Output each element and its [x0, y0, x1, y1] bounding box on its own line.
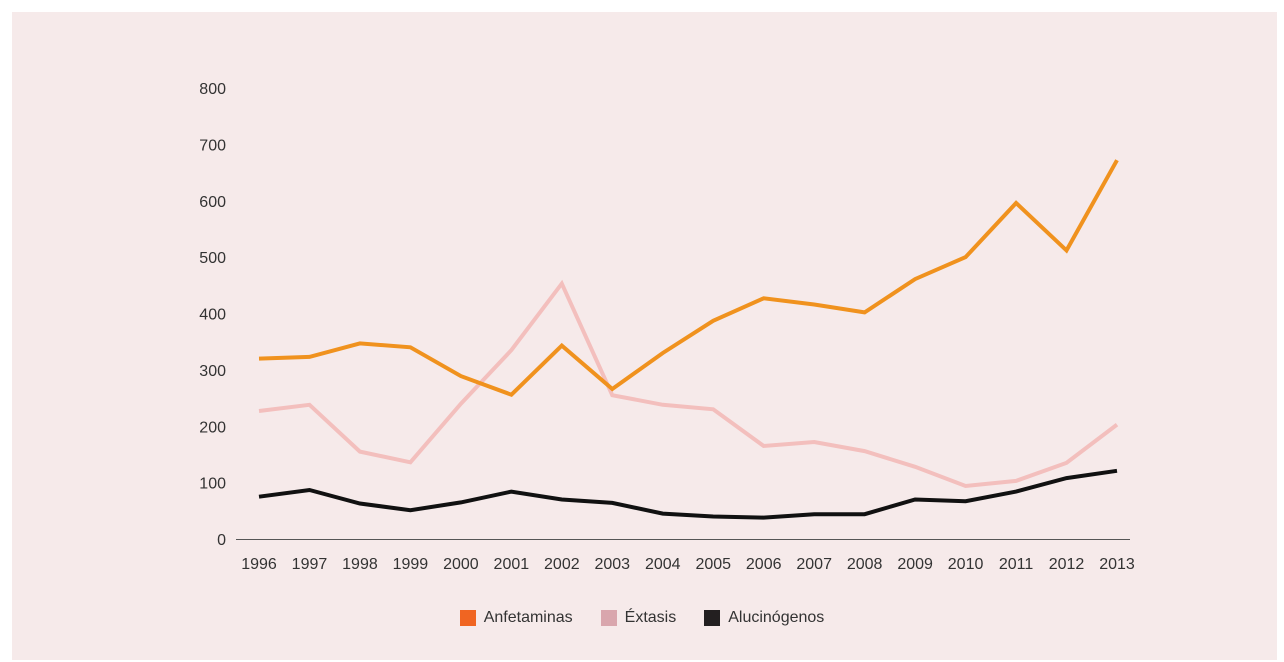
legend-item: Alucinógenos: [704, 609, 824, 627]
x-tick-label: 2001: [494, 556, 530, 573]
y-tick-label: 800: [199, 81, 226, 98]
x-tick-label: 2008: [847, 556, 883, 573]
y-tick-label: 400: [199, 307, 226, 324]
y-tick-label: 200: [199, 419, 226, 436]
y-tick-label: 100: [199, 476, 226, 493]
x-tick-label: 1999: [393, 556, 429, 573]
x-tick-label: 2009: [897, 556, 933, 573]
series-line-alucinogenos: [258, 468, 1118, 520]
x-tick-label: 1998: [342, 556, 378, 573]
legend-label: Alucinógenos: [728, 609, 825, 626]
legend-label: Anfetaminas: [483, 609, 573, 626]
y-tick-label: 700: [199, 137, 226, 154]
series-line-extasis: [258, 279, 1119, 489]
y-tick-label: 300: [199, 363, 226, 380]
x-axis-ticks: 1996 1997 1998 1999 2000 2001 2002 2003 2004 2005…: [241, 556, 1135, 573]
y-tick-label: 500: [199, 250, 226, 267]
y-tick-label: 600: [199, 194, 226, 211]
x-tick-label: 1997: [292, 556, 328, 573]
x-tick-label: 2007: [796, 556, 832, 573]
legend-label: Éxtasis: [624, 609, 677, 626]
x-tick-label: 2006: [746, 556, 782, 573]
x-tick-label: 2013: [1099, 556, 1135, 573]
x-tick-label: 1996: [241, 556, 277, 573]
y-tick-label: 0: [217, 532, 226, 549]
x-tick-label: 2000: [443, 556, 479, 573]
x-tick-label: 2005: [695, 556, 731, 573]
series-lines: [258, 159, 1119, 520]
legend-swatch: [600, 610, 617, 626]
series-line-anfetaminas: [258, 159, 1119, 398]
x-tick-label: 2010: [948, 556, 984, 573]
legend-swatch: [459, 610, 476, 626]
x-tick-label: 2012: [1049, 556, 1085, 573]
y-axis-ticks: 0 100 200 300 400 500 600 700 800: [199, 81, 226, 549]
x-tick-label: 2004: [645, 556, 681, 573]
legend-item: Anfetaminas: [459, 609, 573, 627]
x-tick-label: 2011: [999, 556, 1034, 573]
legend-item: Éxtasis: [600, 609, 677, 627]
legend: Anfetaminas Éxtasis Alucinógenos: [0, 609, 1284, 627]
x-tick-label: 2003: [594, 556, 630, 573]
chart-panel: [12, 12, 1277, 660]
legend-swatch: [704, 610, 721, 626]
x-tick-label: 2002: [544, 556, 580, 573]
